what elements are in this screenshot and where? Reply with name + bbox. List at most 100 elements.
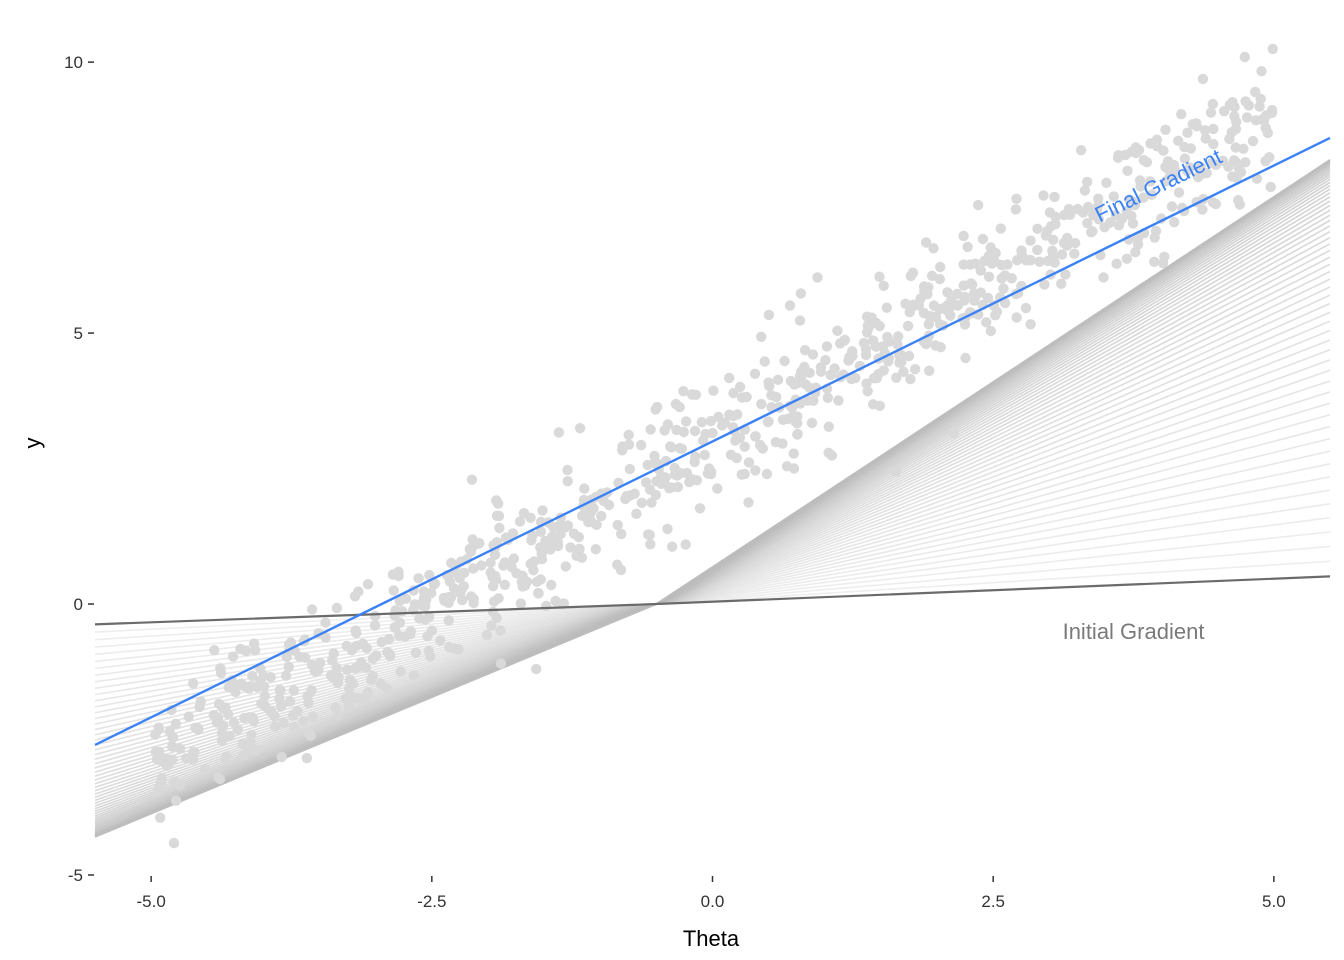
scatter-point — [881, 302, 892, 313]
scatter-point — [213, 772, 224, 783]
scatter-point — [284, 696, 296, 707]
scatter-point — [1230, 142, 1241, 153]
scatter-point — [860, 349, 872, 361]
scatter-point — [1025, 235, 1036, 246]
scatter-point — [229, 682, 241, 693]
scatter-point — [223, 709, 234, 720]
scatter-point — [1230, 123, 1242, 135]
scatter-point — [199, 764, 211, 775]
scatter-point — [211, 717, 222, 728]
scatter-point — [546, 579, 557, 591]
scatter-point — [418, 593, 430, 604]
scatter-point — [190, 722, 201, 733]
scatter-point — [1011, 312, 1022, 323]
y-tick-label: -5 — [68, 866, 83, 885]
scatter-point — [360, 662, 372, 673]
scatter-point — [763, 377, 774, 388]
scatter-point — [846, 373, 857, 385]
scatter-point — [749, 368, 761, 379]
scatter-point — [649, 450, 660, 462]
scatter-point — [154, 746, 165, 758]
scatter-point — [1163, 164, 1174, 175]
scatter-point — [1130, 247, 1141, 258]
scatter-point — [712, 483, 723, 494]
scatter-point — [278, 717, 289, 728]
x-axis: -5.0 -2.5 0.0 2.5 5.0 — [136, 876, 1286, 911]
scatter-point — [904, 306, 915, 318]
scatter-point — [476, 560, 487, 571]
iteration-line — [94, 230, 1331, 802]
scatter-point — [161, 760, 173, 771]
scatter-point — [1250, 86, 1261, 98]
scatter-point — [674, 401, 685, 413]
iteration-line — [94, 161, 1331, 837]
scatter-point — [1062, 232, 1073, 244]
scatter-point — [728, 387, 739, 399]
scatter-point — [508, 553, 520, 564]
scatter-point — [1050, 219, 1061, 230]
scatter-point — [350, 625, 361, 636]
scatter-point — [280, 670, 292, 681]
scatter-point — [861, 378, 872, 389]
scatter-point — [896, 356, 907, 368]
scatter-point — [696, 417, 707, 428]
scatter-point — [650, 489, 661, 501]
scatter-point — [1243, 100, 1255, 111]
scatter-point — [893, 331, 904, 342]
y-tick-label: 10 — [64, 53, 83, 72]
scatter-point — [375, 678, 386, 689]
scatter-point — [468, 597, 479, 609]
scatter-point — [681, 467, 693, 479]
scatter-point — [739, 468, 750, 480]
scatter-point — [1002, 259, 1013, 270]
scatter-point — [247, 670, 258, 682]
scatter-point — [930, 340, 941, 351]
scatter-point — [553, 427, 565, 438]
scatter-point — [232, 724, 243, 735]
scatter-point — [787, 411, 798, 422]
scatter-point — [1200, 133, 1211, 144]
scatter-point — [429, 578, 441, 589]
scatter-point — [598, 495, 609, 507]
scatter-point — [1039, 279, 1050, 290]
scatter-point — [320, 617, 331, 628]
scatter-point — [1134, 175, 1146, 186]
scatter-point — [1126, 195, 1138, 207]
scatter-point — [690, 451, 701, 462]
scatter-point — [435, 635, 446, 646]
scatter-point — [913, 300, 924, 311]
scatter-point — [625, 490, 636, 501]
scatter-point — [1122, 165, 1133, 176]
scatter-point — [240, 645, 252, 657]
scatter-point — [526, 535, 537, 546]
scatter-point — [453, 644, 464, 655]
scatter-point — [170, 795, 182, 806]
scatter-point — [220, 754, 232, 765]
scatter-point — [1163, 156, 1174, 167]
scatter-point — [892, 339, 903, 350]
scatter-point — [248, 716, 259, 727]
y-tick-label: 0 — [74, 595, 83, 614]
scatter-point — [807, 349, 819, 360]
scatter-point — [1160, 124, 1171, 135]
scatter-point — [804, 382, 815, 394]
scatter-point — [1063, 203, 1075, 215]
scatter-point — [631, 508, 642, 519]
scatter-point — [708, 385, 719, 396]
scatter-point — [1169, 217, 1180, 228]
scatter-point — [785, 375, 797, 387]
scatter-point — [1060, 269, 1071, 280]
scatter-point — [784, 300, 796, 311]
scatter-point — [1075, 145, 1087, 156]
scatter-point — [1159, 251, 1170, 262]
scatter-point — [763, 309, 775, 321]
scatter-point — [982, 292, 994, 304]
scatter-point — [531, 663, 542, 675]
scatter-point — [174, 743, 186, 754]
scatter-point — [275, 685, 286, 696]
scatter-point — [344, 683, 355, 694]
x-tick-label: 5.0 — [1262, 892, 1286, 911]
scatter-point — [909, 364, 921, 375]
scatter-point — [734, 381, 746, 393]
scatter-point — [387, 569, 399, 580]
